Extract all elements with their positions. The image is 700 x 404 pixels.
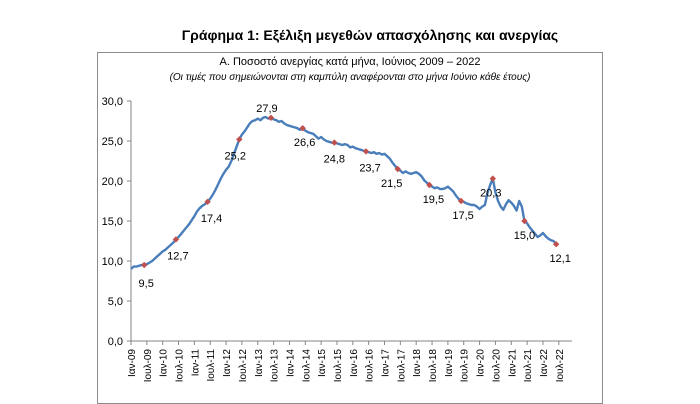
chart-title: Α. Ποσοστό ανεργίας κατά μήνα, Ιούνιος 2… (219, 56, 481, 68)
june-data-label: 17,5 (452, 210, 473, 222)
y-tick-label: 10,0 (102, 256, 123, 268)
x-tick-label: Ιαν-15 (317, 349, 328, 377)
june-data-label: 23,7 (359, 162, 380, 174)
x-tick-label: Ιουλ-16 (365, 349, 376, 383)
june-data-label: 9,5 (139, 278, 154, 290)
june-marker (457, 197, 465, 205)
y-tick-label: 0,0 (108, 336, 123, 348)
chart-subtitle: (Οι τιμές που σημειώνονται στη καμπύλη α… (169, 72, 531, 83)
x-tick-label: Ιαν-12 (222, 349, 233, 377)
june-marker (489, 175, 496, 182)
x-tick-label: Ιουλ-14 (301, 349, 312, 383)
june-marker (299, 125, 306, 132)
x-tick-label: Ιουλ-22 (555, 349, 566, 383)
june-marker (172, 236, 180, 243)
x-tick-label: Ιαν-16 (349, 349, 360, 377)
y-tick-label: 5,0 (108, 296, 123, 308)
x-tick-label: Ιουλ-10 (175, 349, 186, 383)
june-data-label: 25,2 (225, 150, 246, 162)
june-data-label: 17,4 (201, 213, 222, 225)
x-tick-label: Ιαν-18 (412, 349, 423, 377)
x-tick-label: Ιαν-20 (476, 349, 487, 377)
june-data-label: 26,6 (294, 137, 315, 149)
june-data-label: 24,8 (324, 154, 345, 166)
june-data-label: 20,3 (480, 188, 501, 200)
june-data-label: 12,1 (549, 253, 570, 265)
x-tick-label: Ιαν-14 (285, 349, 296, 377)
june-marker (362, 148, 370, 155)
x-tick-label: Ιαν-19 (444, 349, 455, 377)
x-tick-label: Ιουλ-15 (333, 349, 344, 383)
june-marker (552, 241, 560, 248)
x-tick-label: Ιουλ-17 (396, 349, 407, 383)
x-tick-label: Ιαν-13 (254, 349, 265, 377)
x-tick-label: Ιουλ-18 (428, 349, 439, 383)
x-tick-label: Ιουλ-11 (206, 349, 217, 382)
series-line-layer (130, 115, 558, 270)
june-marker (394, 165, 401, 173)
june-marker (521, 217, 528, 225)
x-tick-label: Ιουλ-12 (238, 349, 249, 383)
june-data-label: 12,7 (167, 250, 188, 262)
june-marker (236, 136, 243, 143)
june-data-label: 27,9 (256, 103, 277, 115)
june-data-label: 19,5 (423, 194, 444, 206)
x-tick-label: Ιαν-22 (539, 349, 550, 377)
x-tick-label: Ιουλ-13 (270, 349, 281, 383)
y-tick-label: 20,0 (102, 176, 123, 188)
y-tick-label: 25,0 (102, 136, 123, 148)
x-tick-label: Ιαν-17 (381, 349, 392, 377)
june-marker (204, 198, 211, 205)
june-data-label: 15,0 (514, 230, 535, 242)
unemployment-series-line (130, 115, 558, 270)
y-tick-label: 15,0 (102, 216, 123, 228)
june-marker (141, 261, 148, 269)
x-tick-label: Ιαν-21 (507, 349, 518, 377)
x-tick-label: Ιουλ-20 (491, 349, 502, 383)
x-tick-label: Ιουλ-19 (460, 349, 471, 383)
x-tick-label: Ιαν-11 (190, 349, 201, 377)
june-marker (267, 114, 275, 121)
axes: 0,0 5,0 10,0 15,0 20,0 25,0 30,0 Ιαν-09 Ιουλ-09 Ι… (102, 96, 572, 382)
june-markers: 9,5 12,7 17,4 25,2 27,9 26,6 24,8 23,721,5 19,5 1… (139, 103, 571, 290)
x-tick-label: Ιουλ-21 (523, 349, 534, 383)
june-data-label: 21,5 (381, 178, 402, 190)
june-marker (426, 181, 433, 189)
x-tick-label: Ιαν-09 (127, 349, 138, 377)
june-marker (331, 139, 338, 146)
x-tick-label: Ιουλ-09 (143, 349, 154, 383)
figure-title: Γράφημα 1: Εξέλιξη μεγεθών απασχόλησης κ… (181, 27, 559, 43)
x-tick-label: Ιαν-10 (159, 349, 170, 377)
y-tick-label: 30,0 (102, 96, 123, 108)
